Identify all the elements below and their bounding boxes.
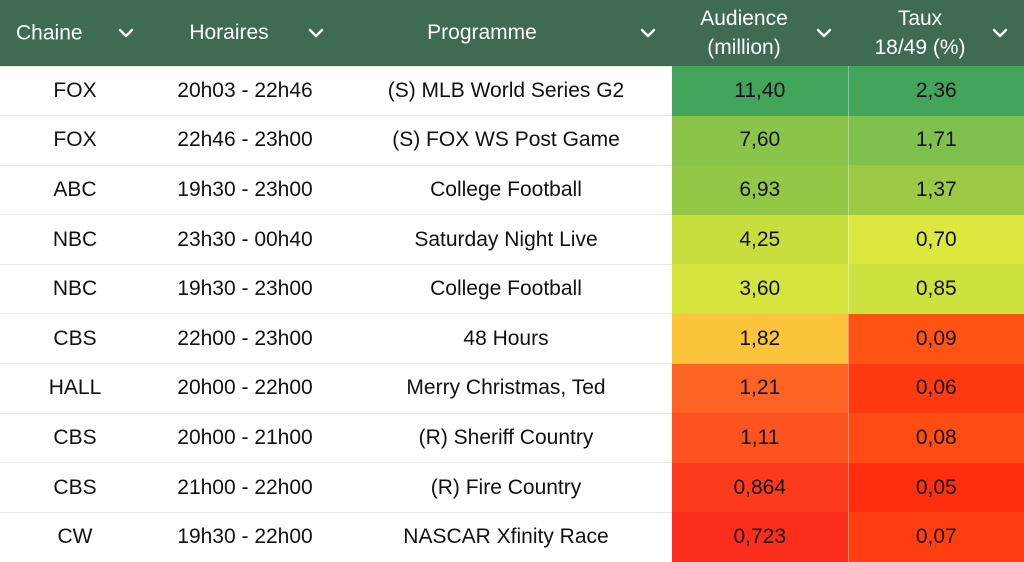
table-row: CBS 20h00 - 21h00 (R) Sheriff Country 1,11 0… [0, 412, 1024, 463]
cell-horaires: 22h46 - 23h00 [150, 115, 340, 166]
chevron-down-icon[interactable] [990, 27, 1010, 41]
cell-audience: 1,11 [672, 413, 849, 463]
cell-horaires: 19h30 - 23h00 [150, 263, 340, 314]
cell-programme: College Football [340, 263, 672, 314]
cell-chaine: NBC [0, 214, 150, 265]
cell-programme: (R) Fire Country [340, 462, 672, 513]
cell-horaires: 23h30 - 00h40 [150, 214, 340, 265]
table-row: HALL 20h00 - 22h00 Merry Christmas, Ted 1,2… [0, 363, 1024, 414]
cell-chaine: FOX [0, 115, 150, 166]
column-header-label: Programme [427, 21, 537, 45]
cell-audience: 6,93 [672, 165, 849, 215]
column-header-chaine[interactable]: Chaine [0, 0, 150, 66]
table-row: ABC 19h30 - 23h00 College Football 6,93 1,37 [0, 164, 1024, 215]
header-row: Chaine Horaires Programme Audience (mill… [0, 0, 1024, 66]
cell-taux: 0,09 [848, 313, 1024, 364]
cell-horaires: 19h30 - 23h00 [150, 164, 340, 215]
cell-horaires: 20h00 - 22h00 [150, 363, 340, 414]
chevron-down-icon[interactable] [306, 27, 326, 41]
cell-chaine: HALL [0, 363, 150, 414]
cell-audience: 7,60 [672, 115, 849, 166]
cell-taux: 0,85 [848, 264, 1024, 314]
cell-audience: 0,723 [672, 512, 849, 562]
chevron-down-icon[interactable] [814, 27, 834, 41]
cell-chaine: CBS [0, 313, 150, 364]
column-header-programme[interactable]: Programme [340, 0, 672, 66]
cell-audience: 4,25 [672, 214, 849, 265]
cell-programme: Saturday Night Live [340, 214, 672, 265]
header-line: Taux [897, 7, 943, 30]
cell-programme: College Football [340, 164, 672, 215]
column-header-label: Horaires [189, 21, 269, 45]
cell-chaine: ABC [0, 164, 150, 215]
cell-taux: 0,70 [848, 214, 1024, 265]
cell-horaires: 20h03 - 22h46 [150, 65, 340, 116]
table-row: CBS 22h00 - 23h00 48 Hours 1,82 0,09 [0, 313, 1024, 364]
cell-chaine: CBS [0, 412, 150, 463]
table-row: FOX 20h03 - 22h46 (S) MLB World Series G2 1… [0, 65, 1024, 116]
column-header-taux[interactable]: Taux 18/49 (%) [848, 0, 1024, 66]
cell-horaires: 21h00 - 22h00 [150, 462, 340, 513]
cell-audience: 11,40 [672, 66, 849, 116]
cell-programme: NASCAR Xfinity Race [340, 511, 672, 562]
cell-programme: (R) Sheriff Country [340, 412, 672, 463]
cell-taux: 0,07 [848, 512, 1024, 562]
cell-programme: 48 Hours [340, 313, 672, 364]
column-header-label: Audience (million) [700, 4, 788, 62]
table-row: CW 19h30 - 22h00 NASCAR Xfinity Race 0,723 0… [0, 511, 1024, 562]
cell-taux: 0,06 [848, 363, 1024, 414]
cell-taux: 1,37 [848, 165, 1024, 215]
header-line: (million) [707, 36, 781, 59]
cell-chaine: NBC [0, 263, 150, 314]
table-row: FOX 22h46 - 23h00 (S) FOX WS Post Game 7,60… [0, 115, 1024, 166]
cell-horaires: 22h00 - 23h00 [150, 313, 340, 364]
cell-taux: 0,05 [848, 462, 1024, 513]
table-body: FOX 20h03 - 22h46 (S) MLB World Series G2 1… [0, 65, 1024, 562]
column-header-horaires[interactable]: Horaires [150, 0, 340, 66]
cell-programme: Merry Christmas, Ted [340, 363, 672, 414]
table-header: Chaine Horaires Programme Audience (mill… [0, 0, 1024, 66]
column-header-audience[interactable]: Audience (million) [672, 0, 848, 66]
chevron-down-icon[interactable] [638, 27, 658, 41]
cell-taux: 1,71 [848, 115, 1024, 166]
column-header-label: Chaine [16, 21, 83, 45]
column-header-label: Taux 18/49 (%) [874, 4, 965, 62]
cell-audience: 1,21 [672, 363, 849, 414]
table-row: NBC 19h30 - 23h00 College Football 3,60 0,85 [0, 263, 1024, 314]
cell-programme: (S) MLB World Series G2 [340, 65, 672, 116]
cell-taux: 2,36 [848, 66, 1024, 116]
cell-horaires: 19h30 - 22h00 [150, 511, 340, 562]
cell-programme: (S) FOX WS Post Game [340, 115, 672, 166]
cell-taux: 0,08 [848, 413, 1024, 463]
cell-audience: 3,60 [672, 264, 849, 314]
cell-horaires: 20h00 - 21h00 [150, 412, 340, 463]
cell-chaine: FOX [0, 65, 150, 116]
cell-audience: 1,82 [672, 313, 849, 364]
table-row: NBC 23h30 - 00h40 Saturday Night Live 4,25 0… [0, 214, 1024, 265]
header-line: Audience [700, 7, 788, 30]
table-row: CBS 21h00 - 22h00 (R) Fire Country 0,864 0,0… [0, 462, 1024, 513]
chevron-down-icon[interactable] [116, 27, 136, 41]
header-line: 18/49 (%) [874, 36, 966, 59]
cell-chaine: CW [0, 511, 150, 562]
cell-audience: 0,864 [672, 462, 849, 513]
cell-chaine: CBS [0, 462, 150, 513]
